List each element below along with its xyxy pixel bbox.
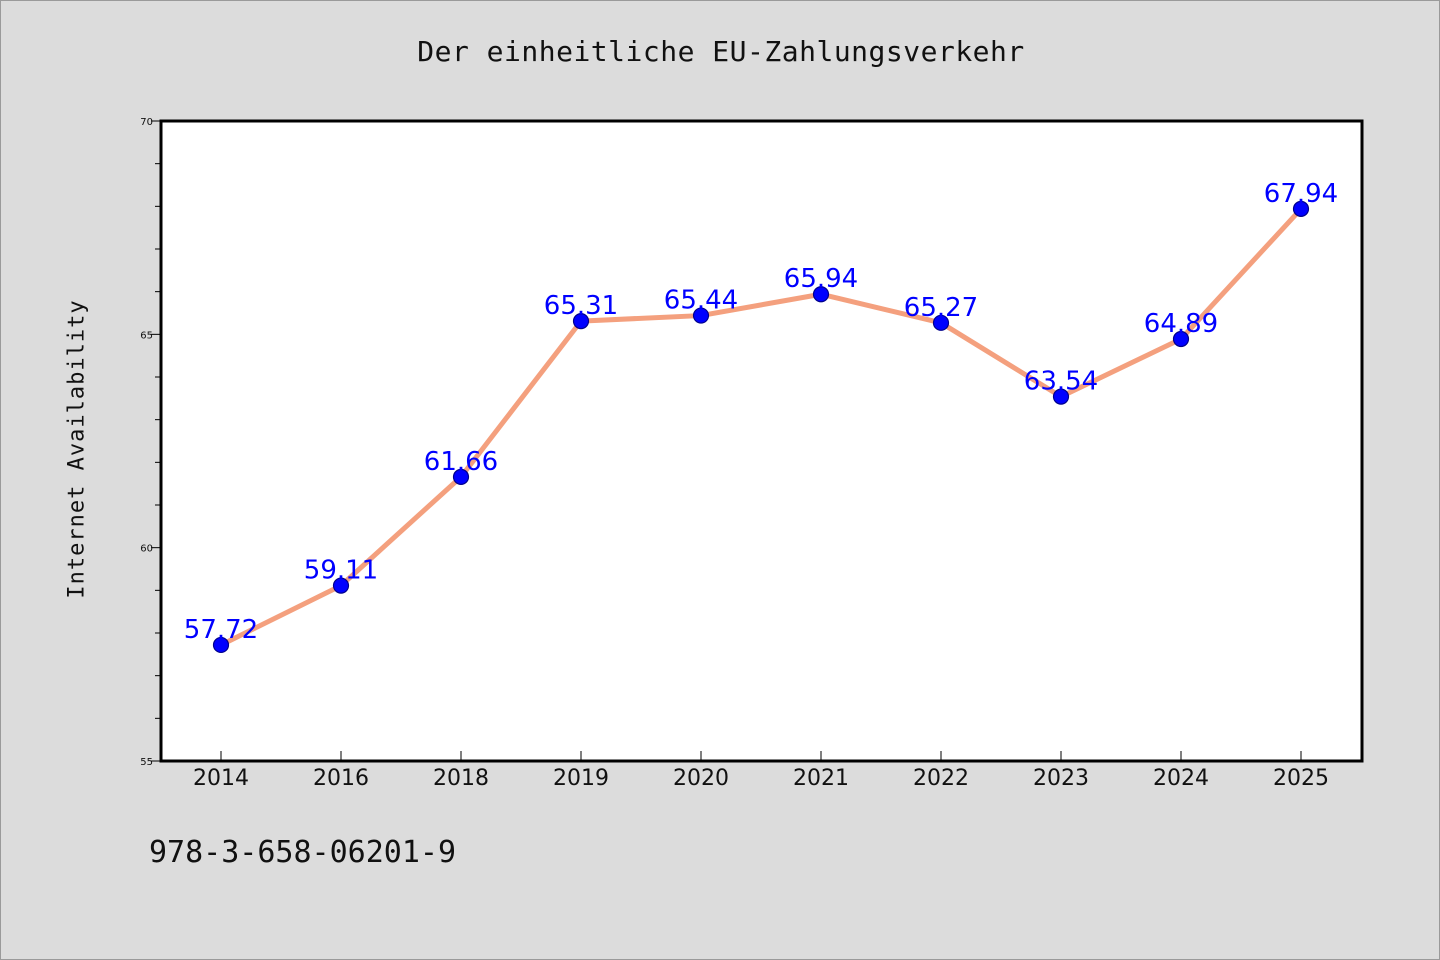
y-tick-label: 60 — [140, 544, 153, 555]
data-point — [452, 468, 470, 485]
data-point — [1052, 388, 1070, 405]
data-label: 65.27 — [904, 293, 978, 323]
data-label: 63.54 — [1024, 367, 1098, 397]
data-point — [1292, 200, 1310, 217]
x-tick-label: 2018 — [433, 766, 489, 791]
data-label: 64.89 — [1144, 309, 1218, 339]
data-point — [812, 286, 830, 303]
data-label: 59.11 — [304, 556, 378, 586]
data-label: 57.72 — [184, 615, 258, 645]
x-tick-label: 2014 — [193, 766, 249, 791]
x-tick-label: 2023 — [1033, 766, 1089, 791]
plot-area — [159, 119, 1364, 763]
y-tick-label: 55 — [140, 757, 153, 768]
data-point — [212, 636, 230, 654]
data-point — [932, 314, 950, 331]
chart-title: Der einheitliche EU-Zahlungsverkehr — [417, 35, 1025, 68]
data-label: 65.44 — [664, 286, 738, 316]
data-point — [332, 577, 350, 594]
data-label: 61.66 — [424, 447, 498, 477]
isbn-text: 978-3-658-06201-9 — [149, 835, 457, 870]
x-tick-label: 2016 — [313, 766, 369, 791]
data-label: 67.94 — [1264, 179, 1338, 209]
x-tick-label: 2020 — [673, 766, 729, 791]
data-markers — [212, 200, 1310, 654]
y-tick-label: 70 — [140, 117, 153, 128]
data-label: 65.31 — [544, 291, 618, 321]
data-labels: 57.72 59.11 61.66 65.31 65.44 65.94 65.27 63.54… — [184, 179, 1338, 645]
data-point — [1172, 330, 1190, 348]
y-axis-ticks: 55 60 65 70 — [140, 117, 161, 768]
x-axis-ticks: 2014 2016 2018 2019 2020 2021 2022 2023 2024 2025 — [193, 751, 1329, 791]
x-tick-label: 2025 — [1273, 766, 1329, 791]
x-tick-label: 2021 — [793, 766, 849, 791]
x-tick-label: 2024 — [1153, 766, 1209, 791]
x-tick-label: 2019 — [553, 766, 609, 791]
data-point — [572, 313, 590, 330]
y-tick-label: 65 — [140, 330, 153, 341]
series-line — [218, 206, 1304, 648]
data-point — [692, 307, 710, 324]
x-tick-label: 2022 — [913, 766, 969, 791]
data-label: 65.94 — [784, 264, 858, 294]
